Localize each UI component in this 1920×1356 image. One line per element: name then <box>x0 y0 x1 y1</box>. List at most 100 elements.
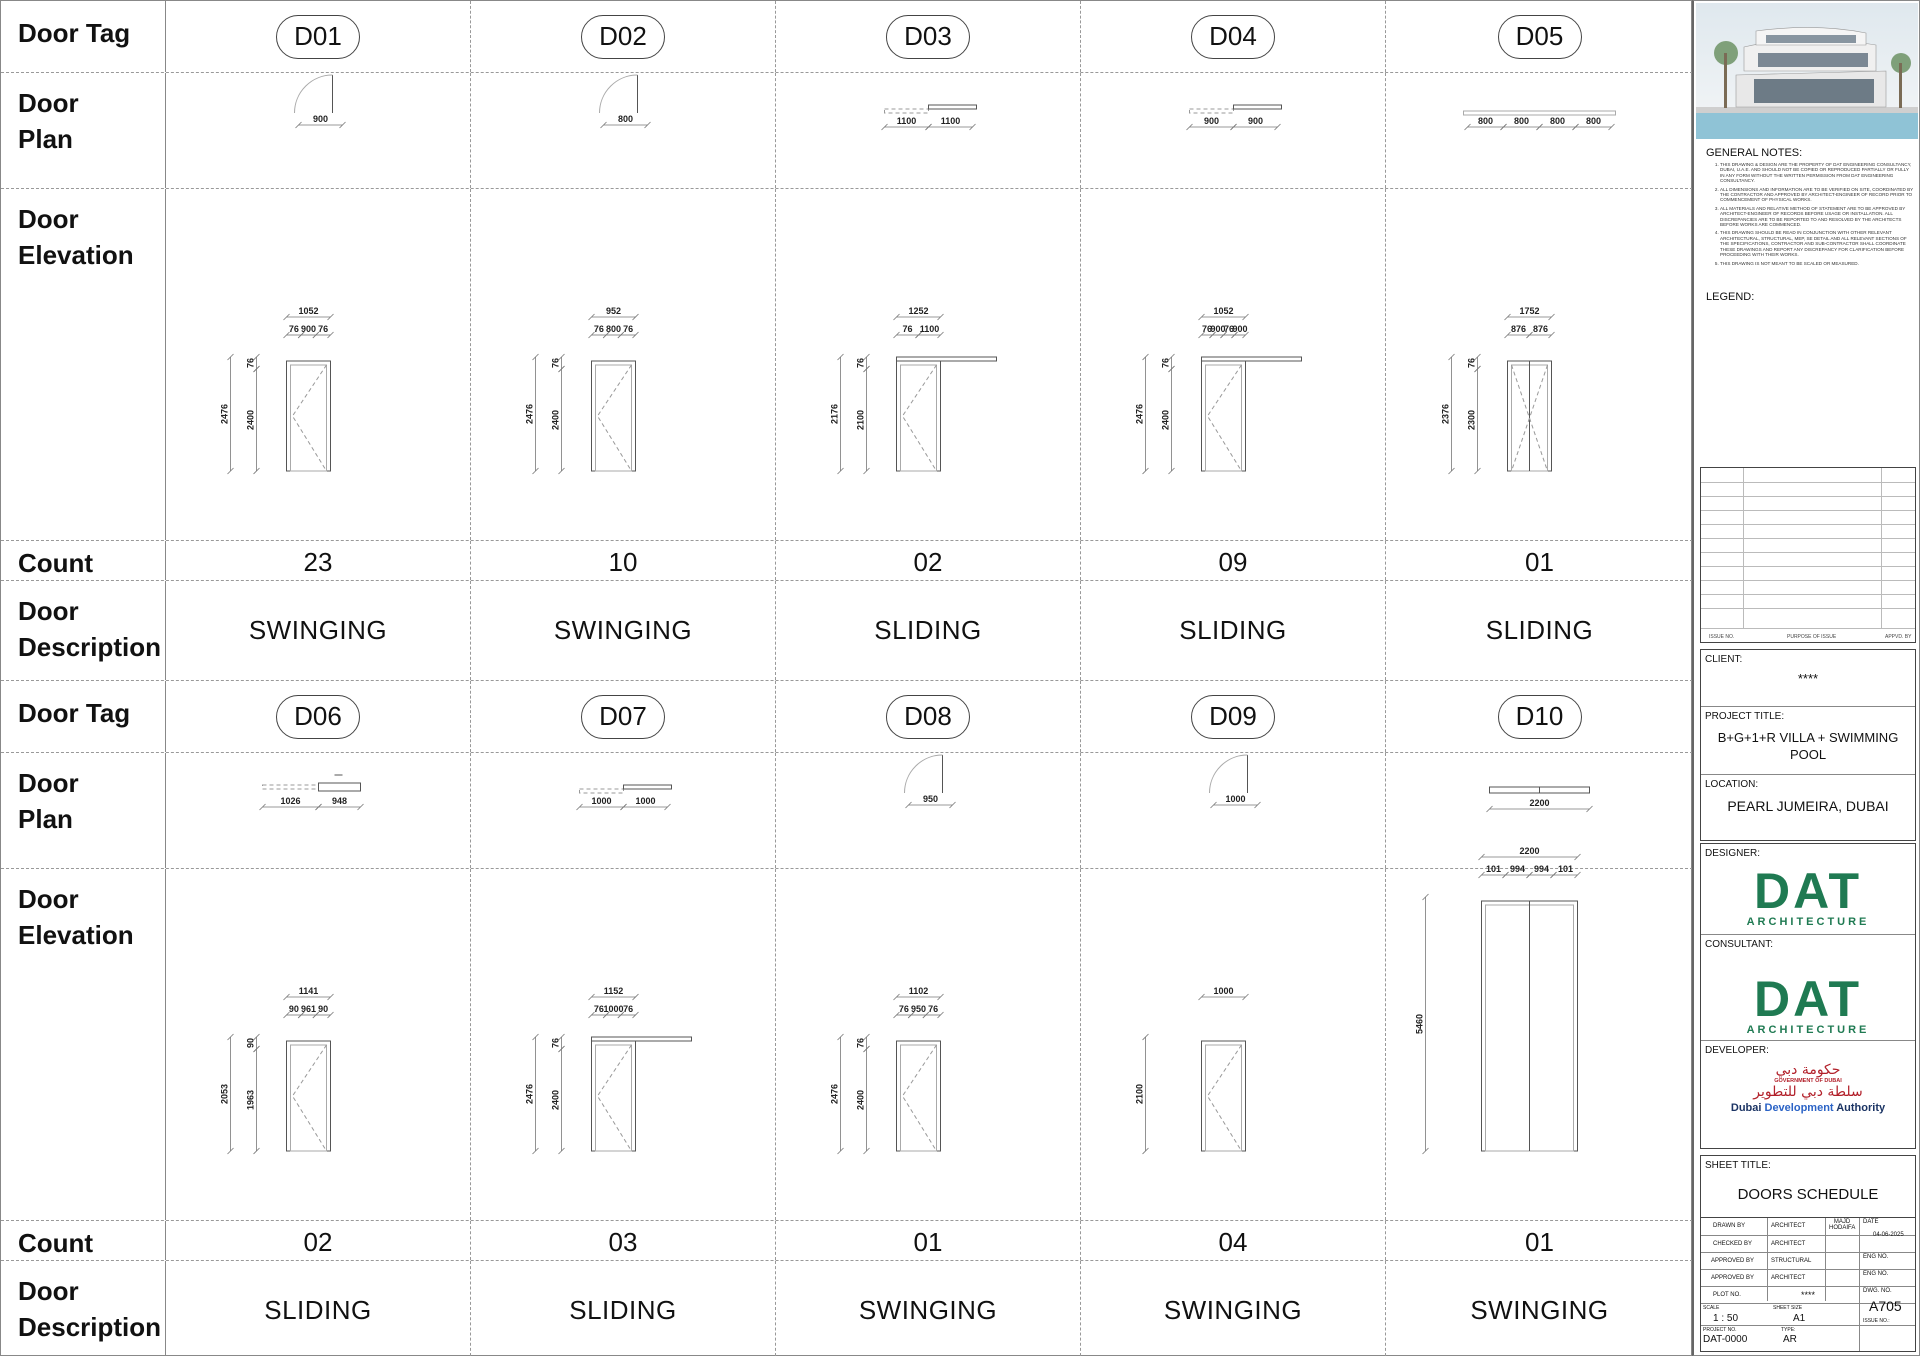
door-tag: D06 <box>276 695 360 739</box>
dimension-label: 90 <box>246 1038 256 1048</box>
row-label-description: Door Description <box>1 581 166 680</box>
logo-subtext: ARCHITECTURE <box>1746 916 1870 928</box>
note-item: THIS DRAWING & DESIGN ARE THE PROPERTY O… <box>1720 162 1914 184</box>
dimension-tick <box>1242 331 1249 339</box>
door-count: 10 <box>608 547 638 577</box>
door-description: SWINGING <box>553 615 693 645</box>
dimension-tick <box>1210 801 1217 809</box>
dev-en-1: Dubai <box>1730 1102 1762 1114</box>
dimension-tick <box>893 993 900 1001</box>
sliding-panel-open <box>884 108 929 114</box>
dimension-tick <box>1502 871 1509 879</box>
door-count: 03 <box>608 1227 638 1257</box>
door-tag: D04 <box>1191 15 1275 59</box>
door-description: SLIDING <box>1179 615 1287 645</box>
door-plan-drawing: 800 <box>599 74 651 129</box>
opening-indicator <box>1206 364 1242 472</box>
dimension-label: 2200 <box>1519 846 1539 856</box>
consultant-label: CONSULTANT: <box>1705 939 1773 950</box>
door-description: SWINGING <box>858 1295 998 1325</box>
dimension-label: 800 <box>1586 116 1601 126</box>
dimension-tick <box>915 331 922 339</box>
dimension-tick <box>227 353 234 361</box>
dimension-tick <box>620 803 627 811</box>
dimension-label: 1141 <box>299 986 319 996</box>
dimension-tick <box>863 1033 870 1041</box>
door-leaf <box>1205 1044 1242 1152</box>
door-tag: D03 <box>886 15 970 59</box>
opening-indicator <box>291 1044 327 1152</box>
row-tag: Door Tag D01 D02 D03 D04 D05 <box>1 1 1693 73</box>
door-description: SLIDING <box>874 615 982 645</box>
cell-plan: 900 900 <box>1081 73 1386 188</box>
dimension-tick <box>1230 123 1237 131</box>
dimension-tick <box>1198 993 1205 1001</box>
row-label-tag: Door Tag <box>1 681 166 752</box>
dimension-tick <box>315 803 322 811</box>
cell-plan: 1000 1000 <box>471 753 776 868</box>
dimension-tick <box>837 353 844 361</box>
cell-plan: 800 800 800 800 <box>1386 73 1693 188</box>
developer-logo: حكومة دبي GOVERNMENT OF DUBAI سلطة دبي ل… <box>1701 1062 1915 1114</box>
dev-en-2: Development <box>1764 1102 1834 1114</box>
cell-tag: D04 <box>1081 1 1386 72</box>
note-item: THIS DRAWING IS NOT MEANT TO BE SCALED O… <box>1720 261 1914 266</box>
cell-description: SLIDING <box>776 581 1081 680</box>
sliding-track <box>1201 356 1302 362</box>
dimension-label: 900 <box>301 324 316 334</box>
door-plan-drawing: 2200 <box>1486 786 1593 813</box>
dimension-tick <box>532 467 539 475</box>
eng-no-label-2: ENG NO. <box>1863 1271 1889 1277</box>
door-elevation-drawing: 1000 2100 <box>1135 986 1249 1155</box>
dimension-tick <box>1142 353 1149 361</box>
dimension-label: 2376 <box>1441 404 1451 424</box>
dev-arabic-top: حكومة دبي <box>1775 1062 1841 1078</box>
dimension-tick <box>1242 313 1249 321</box>
dimension-tick <box>588 313 595 321</box>
door-description: SWINGING <box>248 615 388 645</box>
door-plan-drawing: 900 900 <box>1186 104 1282 131</box>
row-elevation: Door Elevation 1052 76 900 76 2476 2400 76 952 76… <box>1 189 1693 541</box>
dimension-tick <box>588 1011 595 1019</box>
cell-elevation: 1000 2100 <box>1081 869 1386 1220</box>
row-label-count: Count <box>1 1221 166 1260</box>
dimension-label: 90 <box>289 1004 299 1014</box>
row-label-tag: Door Tag <box>1 1 166 72</box>
dimension-label: 1963 <box>246 1090 256 1110</box>
dimension-label: 1026 <box>280 796 300 806</box>
dimension-label: 800 <box>1478 116 1493 126</box>
dimension-label: 1100 <box>941 116 961 126</box>
project-title-value: B+G+1+R VILLA + SWIMMING POOL <box>1717 730 1899 762</box>
door-count: 04 <box>1218 1227 1248 1257</box>
dimension-label: 1152 <box>604 986 624 996</box>
dimension-label: 2053 <box>220 1084 230 1104</box>
dimension-label: 994 <box>1534 864 1549 874</box>
dimension-tick <box>863 1147 870 1155</box>
project-title-label: PROJECT TITLE: <box>1705 711 1785 722</box>
dimension-label: 900 <box>1210 324 1225 334</box>
general-notes-list: THIS DRAWING & DESIGN ARE THE PROPERTY O… <box>1706 162 1914 266</box>
project-no-label: PROJECT NO. <box>1703 1327 1737 1333</box>
door-tag: D02 <box>581 15 665 59</box>
dimension-tick <box>558 467 565 475</box>
dimension-tick <box>283 331 290 339</box>
door-frame <box>286 360 331 472</box>
cell-tag: D08 <box>776 681 1081 752</box>
sliding-track <box>591 1036 692 1042</box>
date-value: 04-06-2025 <box>1873 1232 1904 1238</box>
cell-elevation: 1052 76 900 76 2476 2400 76 <box>166 189 471 540</box>
cell-count: 03 <box>471 1221 776 1260</box>
door-count: 09 <box>1218 547 1248 577</box>
door-plan-drawing: 950 <box>904 754 956 809</box>
door-tag: D05 <box>1497 15 1582 59</box>
dimension-tick <box>1422 1147 1429 1155</box>
cell-plan: 1100 1100 <box>776 73 1081 188</box>
dimension-label: 2100 <box>1135 1084 1145 1104</box>
dimension-label: 2476 <box>830 1084 840 1104</box>
row-count: Count 02 03 01 04 01 <box>1 1221 1693 1261</box>
row-label-elevation: Door Elevation <box>1 869 166 1220</box>
dimension-label: 2476 <box>220 404 230 424</box>
dimension-tick <box>558 1033 565 1041</box>
cell-count: 02 <box>776 541 1081 580</box>
